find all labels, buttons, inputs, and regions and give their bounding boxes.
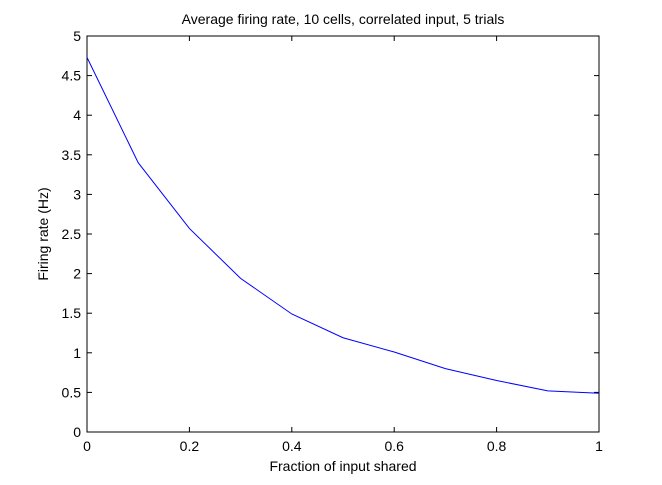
x-tick-label: 0.6	[384, 438, 404, 454]
x-tick-label: 1	[595, 438, 603, 454]
y-tick-label: 2	[73, 266, 81, 282]
y-tick-label: 1	[73, 345, 81, 361]
plot-area	[86, 35, 600, 433]
y-tick-label: 3	[73, 186, 81, 202]
y-tick-label: 5	[73, 28, 81, 44]
x-tick-label: 0.4	[282, 438, 302, 454]
y-tick-label: 4.5	[62, 68, 82, 84]
chart-title: Average firing rate, 10 cells, correlate…	[182, 11, 505, 27]
x-tick-label: 0.8	[487, 438, 507, 454]
series-layer	[86, 57, 600, 394]
x-axis-ticks: 0 0.2 0.4 0.6 0.8 1	[83, 36, 603, 454]
y-tick-label: 4	[73, 107, 81, 123]
x-tick-label: 0.2	[180, 438, 200, 454]
x-tick-label: 0	[83, 438, 91, 454]
y-tick-label: 0.5	[62, 384, 82, 400]
y-axis-title: Firing rate (Hz)	[35, 187, 51, 280]
y-tick-label: 0	[73, 424, 81, 440]
y-tick-label: 3.5	[62, 147, 82, 163]
x-axis-title: Fraction of input shared	[269, 458, 416, 474]
y-tick-label: 2.5	[62, 226, 82, 242]
y-tick-label: 1.5	[62, 305, 82, 321]
series-line-1	[86, 57, 600, 394]
y-axis-ticks: 0 0.5 1 1.5 2 2.5 3 3.5 4 4.5 5	[62, 28, 599, 440]
